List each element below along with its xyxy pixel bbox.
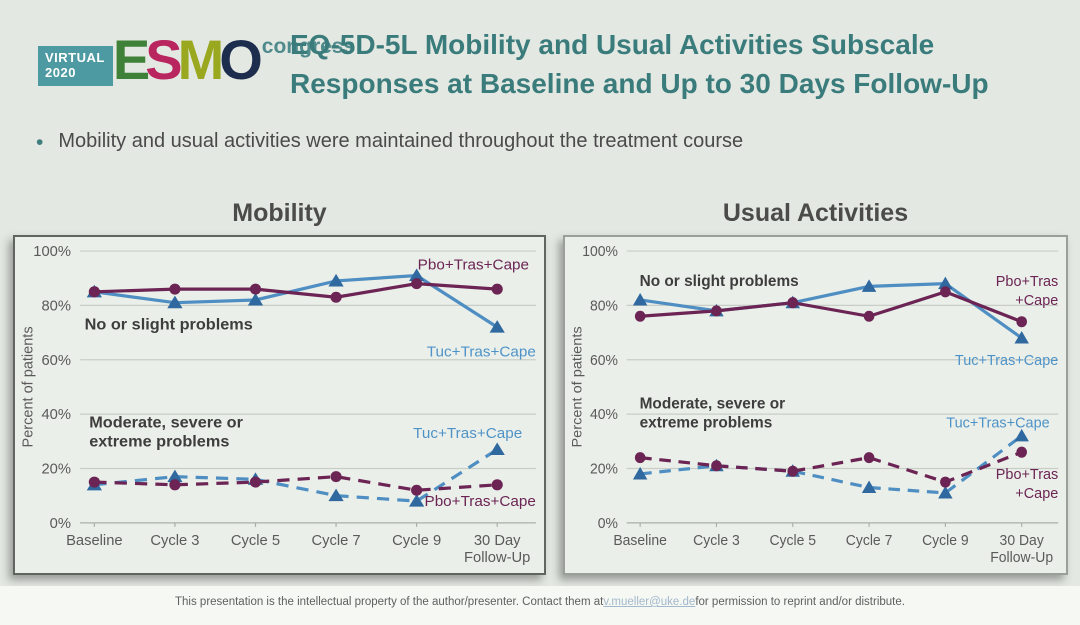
- usual-activities-chart-panel: 0% 20% 40% 60% 80% 100% Baseline Cycle 3 Cycle 5…: [563, 235, 1068, 575]
- svg-text:Cycle 5: Cycle 5: [231, 533, 280, 549]
- svg-text:Moderate, severe or: Moderate, severe or: [640, 395, 786, 412]
- mobility-chart: 0% 20% 40% 60% 80% 100% Baseline Cycle 3 Cycle 5…: [20, 244, 536, 566]
- svg-text:Follow-Up: Follow-Up: [990, 550, 1053, 566]
- esmo-congress-logo: VIRTUAL 2020 E S M O congress: [38, 28, 356, 91]
- svg-text:Cycle 3: Cycle 3: [693, 533, 740, 549]
- svg-text:Pbo+Tras+Cape: Pbo+Tras+Cape: [425, 493, 536, 510]
- svg-text:Cycle 3: Cycle 3: [150, 533, 199, 549]
- svg-text:Follow-Up: Follow-Up: [464, 550, 530, 566]
- usual-activities-chart-block: Usual Activities 0% 20% 40% 60% 80% 100% Basel…: [563, 199, 1068, 575]
- svg-text:Pbo+Tras: Pbo+Tras: [996, 274, 1059, 290]
- page-title: EQ-5D-5L Mobility and Usual Activities S…: [290, 26, 1070, 103]
- svg-text:Moderate, severe or: Moderate, severe or: [89, 413, 243, 431]
- svg-text:Baseline: Baseline: [66, 533, 123, 549]
- svg-text:100%: 100%: [33, 244, 71, 260]
- mobility-chart-panel: 0% 20% 40% 60% 80% 100% Baseline Cycle 3 Cycle 5…: [13, 235, 546, 575]
- svg-text:extreme problems: extreme problems: [640, 414, 773, 431]
- svg-text:Cycle 7: Cycle 7: [846, 533, 893, 549]
- svg-text:40%: 40%: [41, 407, 70, 423]
- svg-text:+Cape: +Cape: [1015, 293, 1058, 309]
- footer: This presentation is the intellectual pr…: [0, 586, 1080, 625]
- footer-text-before: This presentation is the intellectual pr…: [175, 596, 604, 608]
- svg-text:20%: 20%: [590, 461, 618, 477]
- esmo-virtual-2020-badge: VIRTUAL 2020: [38, 46, 113, 86]
- svg-text:100%: 100%: [582, 244, 618, 260]
- mobility-chart-title: Mobility: [232, 199, 327, 227]
- virtual-year: 2020: [45, 64, 76, 80]
- svg-text:60%: 60%: [41, 353, 70, 369]
- bullet-point: • Mobility and usual activities were mai…: [36, 130, 743, 156]
- mobility-chart-block: Mobility 0% 20% 40% 60% 80% 100% Baseline Cycle…: [13, 199, 546, 575]
- svg-text:60%: 60%: [590, 353, 618, 369]
- esmo-letter-o: O: [219, 28, 263, 91]
- svg-text:Tuc+Tras+Cape: Tuc+Tras+Cape: [955, 353, 1058, 369]
- svg-text:Cycle 5: Cycle 5: [769, 533, 816, 549]
- svg-text:Pbo+Tras+Cape: Pbo+Tras+Cape: [418, 257, 529, 274]
- page-title-line1: EQ-5D-5L Mobility and Usual Activities S…: [290, 29, 935, 60]
- svg-text:0%: 0%: [598, 516, 619, 532]
- svg-text:40%: 40%: [590, 407, 618, 423]
- virtual-label: VIRTUAL: [45, 50, 105, 65]
- svg-text:30 Day: 30 Day: [474, 533, 521, 549]
- contact-email-link[interactable]: v.mueller@uke.de: [603, 596, 696, 608]
- footer-text-after: for permission to reprint and/or distrib…: [695, 596, 905, 608]
- usual-activities-chart: 0% 20% 40% 60% 80% 100% Baseline Cycle 3 Cycle 5…: [570, 244, 1059, 566]
- svg-text:80%: 80%: [590, 298, 618, 314]
- svg-text:Percent of patients: Percent of patients: [20, 326, 36, 447]
- svg-text:Pbo+Tras: Pbo+Tras: [996, 467, 1059, 483]
- svg-text:Cycle 9: Cycle 9: [922, 533, 969, 549]
- page-title-line2: Responses at Baseline and Up to 30 Days …: [290, 67, 989, 99]
- esmo-letter-e: E: [112, 28, 150, 91]
- esmo-letter-s: S: [145, 28, 182, 91]
- bullet-icon: •: [36, 131, 44, 154]
- svg-text:Percent of patients: Percent of patients: [570, 326, 586, 447]
- svg-text:Cycle 7: Cycle 7: [311, 533, 360, 549]
- bullet-text: Mobility and usual activities were maint…: [58, 130, 744, 152]
- svg-text:No or slight problems: No or slight problems: [85, 316, 253, 334]
- svg-text:Tuc+Tras+Cape: Tuc+Tras+Cape: [427, 344, 536, 361]
- svg-text:Cycle 9: Cycle 9: [392, 533, 441, 549]
- congress-label: congress: [261, 35, 356, 58]
- esmo-wordmark: E S M O congress: [112, 28, 356, 91]
- esmo-letter-m: M: [177, 28, 225, 91]
- svg-text:0%: 0%: [50, 516, 71, 532]
- svg-text:No or slight problems: No or slight problems: [640, 273, 799, 290]
- svg-text:Tuc+Tras+Cape: Tuc+Tras+Cape: [413, 425, 522, 442]
- svg-text:Baseline: Baseline: [613, 533, 667, 549]
- usual-activities-chart-title: Usual Activities: [722, 199, 909, 227]
- svg-text:30 Day: 30 Day: [1000, 533, 1045, 549]
- svg-text:20%: 20%: [41, 462, 70, 478]
- svg-text:extreme problems: extreme problems: [89, 432, 229, 450]
- svg-text:Tuc+Tras+Cape: Tuc+Tras+Cape: [946, 415, 1049, 431]
- svg-text:+Cape: +Cape: [1015, 486, 1058, 502]
- svg-text:80%: 80%: [41, 299, 70, 315]
